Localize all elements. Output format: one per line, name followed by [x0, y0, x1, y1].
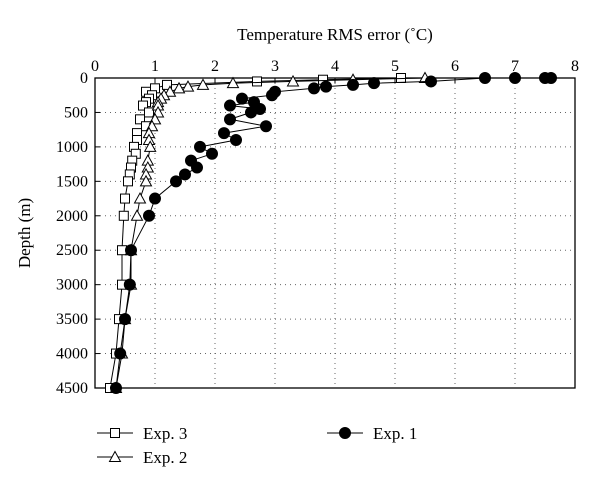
x-tick-label: 5: [391, 58, 399, 75]
y-tick-label: 3500: [56, 311, 88, 328]
data-point: [194, 140, 206, 153]
y-tick-label: 1500: [56, 173, 88, 190]
data-point: [135, 114, 145, 125]
data-point: [119, 313, 131, 326]
data-point: [218, 127, 230, 140]
data-point: [260, 120, 272, 133]
y-tick-label: 0: [80, 70, 88, 87]
data-point: [224, 99, 236, 112]
data-point: [143, 140, 157, 152]
data-point: [125, 244, 137, 257]
data-point: [114, 347, 127, 360]
y-tick-label: 500: [64, 104, 88, 121]
data-point: [118, 210, 129, 221]
data-point: [130, 209, 144, 221]
legend-entry: Exp. 3: [97, 424, 187, 443]
data-point: [368, 77, 380, 90]
data-point: [181, 80, 195, 92]
series-exp-2: [109, 71, 432, 393]
data-point: [224, 113, 236, 126]
data-point: [123, 278, 136, 291]
y-tick-label: 4000: [56, 346, 88, 363]
data-point: [206, 147, 218, 160]
data-point: [123, 176, 133, 187]
x-tick-label: 4: [331, 58, 339, 75]
x-tick-label: 2: [211, 58, 219, 75]
x-tick-label: 1: [151, 58, 159, 75]
data-point: [138, 100, 148, 111]
data-point: [133, 192, 147, 204]
data-point: [320, 80, 332, 93]
data-point: [110, 382, 122, 394]
data-point: [144, 107, 154, 118]
y-tick-label: 1000: [56, 139, 88, 156]
y-tick-label: 3000: [56, 277, 88, 294]
x-tick-label: 7: [511, 58, 519, 75]
data-point: [252, 76, 262, 87]
x-tick-label: 0: [91, 58, 99, 75]
y-tick-label: 2000: [56, 208, 88, 225]
legend-label: Exp. 3: [143, 424, 187, 443]
legend-entry: Exp. 2: [97, 448, 187, 467]
x-axis-label: Temperature RMS error (˚C): [237, 25, 433, 44]
data-point: [245, 106, 257, 119]
data-point: [425, 75, 437, 88]
data-point: [479, 72, 491, 84]
data-point: [196, 78, 210, 90]
data-point: [120, 193, 130, 204]
data-point: [226, 76, 240, 89]
data-point: [172, 81, 186, 94]
data-point: [308, 82, 320, 95]
data-point: [509, 72, 521, 84]
legend-marker: [339, 427, 351, 439]
data-point: [163, 85, 177, 97]
series-exp-1: [110, 72, 557, 394]
data-point: [191, 161, 203, 174]
y-axis-label: Depth (m): [15, 198, 34, 268]
legend-marker: [108, 450, 122, 462]
data-point: [149, 192, 161, 205]
data-point: [539, 72, 551, 84]
data-point: [170, 175, 182, 188]
y-tick-label: 2500: [56, 242, 88, 259]
data-point: [266, 89, 278, 102]
y-tick-label: 4500: [56, 380, 88, 397]
series-line: [115, 77, 551, 389]
x-tick-label: 8: [571, 58, 579, 75]
data-point: [143, 209, 155, 222]
data-point: [230, 134, 242, 146]
legend-label: Exp. 1: [373, 424, 417, 443]
legend-entry: Exp. 1: [327, 424, 417, 443]
data-point: [347, 78, 359, 91]
data-point: [139, 174, 153, 187]
x-tick-label: 3: [271, 58, 279, 75]
data-point: [179, 168, 191, 181]
legend-marker: [110, 428, 120, 438]
data-point: [286, 74, 300, 87]
data-point: [236, 92, 248, 105]
x-tick-label: 6: [451, 58, 459, 75]
data-point: [162, 79, 172, 90]
legend-label: Exp. 2: [143, 448, 187, 467]
